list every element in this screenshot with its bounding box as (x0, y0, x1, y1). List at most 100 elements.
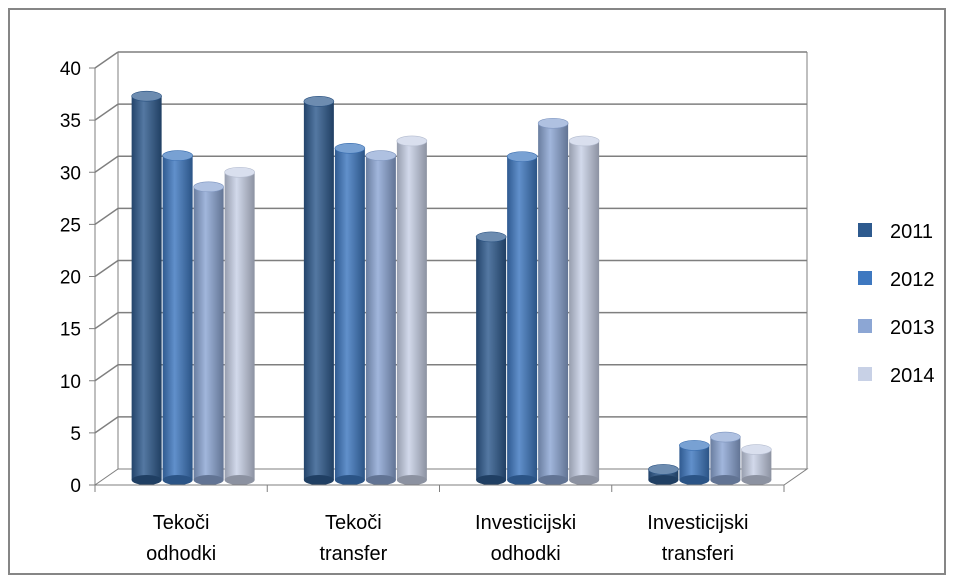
bar-body (334, 148, 365, 480)
bar (710, 431, 741, 485)
legend-label: 2013 (890, 317, 935, 339)
bar-body (365, 155, 396, 480)
bar-bottom (131, 475, 162, 485)
bar-body (193, 186, 224, 480)
bar (475, 231, 507, 485)
bar-body (679, 445, 710, 480)
bar (568, 135, 600, 485)
legend-label: 2011 (890, 221, 933, 243)
bar-top (365, 150, 397, 161)
bar-top (568, 135, 600, 147)
bar-bottom (538, 475, 569, 485)
y-tick-label: 0 (70, 476, 81, 497)
bar-body (648, 469, 679, 480)
gridline-side (94, 416, 119, 434)
bar (741, 444, 772, 485)
bar-top (193, 181, 224, 193)
x-category-label: transferi (662, 543, 734, 565)
y-tick-label: 5 (70, 424, 81, 445)
gridline-side (94, 312, 119, 330)
bar (303, 96, 335, 485)
bar (193, 181, 224, 485)
y-tick-label: 25 (60, 215, 81, 236)
bar (506, 151, 538, 485)
bar-body (538, 123, 569, 480)
bar (162, 150, 193, 485)
bar (131, 90, 162, 485)
y-axis: 0 5 10 15 20 25 30 35 40 (60, 59, 95, 497)
bar-bottom (741, 475, 772, 485)
y-tick-label: 15 (60, 320, 81, 341)
legend-swatch (858, 367, 872, 381)
bar-body (131, 96, 162, 481)
bar-bottom (193, 475, 224, 485)
bar-top (648, 464, 679, 475)
bar-bottom (476, 475, 507, 485)
gridline-side (94, 364, 119, 382)
bar-top (475, 231, 507, 243)
bar-body (303, 101, 334, 481)
bar-bottom (396, 475, 427, 485)
x-category-label: Investicijski (647, 512, 748, 534)
legend-label: 2014 (890, 365, 935, 387)
bar (648, 464, 679, 485)
bar-top (334, 142, 366, 154)
bar-top (710, 431, 741, 443)
chart-walls (93, 52, 809, 486)
gridline-side (94, 103, 119, 121)
bar-body (710, 437, 741, 480)
x-category-label: Tekoči (325, 512, 382, 534)
bar-top (162, 150, 193, 161)
gridline-side (94, 155, 119, 173)
y-tick-label: 40 (60, 59, 81, 80)
y-tick-label: 35 (60, 111, 81, 132)
bar-body (569, 140, 600, 480)
bar-bottom (507, 475, 538, 485)
legend-swatch (858, 223, 872, 237)
x-category-label: odhodki (491, 543, 561, 565)
bar-bottom (648, 475, 679, 485)
y-tick-label: 30 (60, 163, 81, 184)
y-tick-label: 10 (60, 372, 81, 393)
bar-bottom (365, 475, 396, 485)
bars (131, 90, 772, 485)
bar (365, 150, 397, 485)
bar-top (224, 166, 255, 178)
bar-top (303, 96, 335, 107)
legend-swatch (858, 319, 872, 333)
bar-bottom (334, 475, 365, 485)
legend-label: 2012 (890, 269, 935, 291)
x-category-label: transfer (319, 543, 387, 565)
bar-top (396, 135, 428, 147)
bar-body (396, 140, 427, 480)
bar-body (476, 236, 507, 480)
bar-body (507, 156, 538, 481)
x-category-label: odhodki (146, 543, 216, 565)
x-axis: Tekoči odhodki Tekoči transfer Investicijski… (94, 484, 785, 565)
bar-bottom (303, 475, 334, 485)
bar (679, 440, 710, 485)
bar-bottom (162, 475, 193, 485)
bar-top (506, 151, 538, 162)
bar-top (741, 444, 772, 455)
legend-swatch (858, 271, 872, 285)
legend: 2011 2012 2013 2014 (858, 221, 935, 387)
x-category-label: Investicijski (475, 512, 576, 534)
gridline-side (94, 207, 119, 225)
bar (396, 135, 428, 485)
bar (224, 166, 255, 485)
bar (334, 142, 366, 485)
bar-body (162, 155, 193, 480)
bar-top (537, 117, 569, 129)
bar (537, 117, 569, 485)
bar-bottom (679, 475, 710, 485)
bar-bottom (569, 475, 600, 485)
x-category-label: Tekoči (153, 512, 210, 534)
gridline-side (94, 51, 119, 69)
y-tick-label: 20 (60, 268, 81, 289)
bar-top (679, 440, 710, 451)
bar-bottom (710, 475, 741, 485)
gridline-side (94, 259, 119, 278)
bar-top (131, 90, 162, 102)
bar-body (224, 172, 255, 480)
